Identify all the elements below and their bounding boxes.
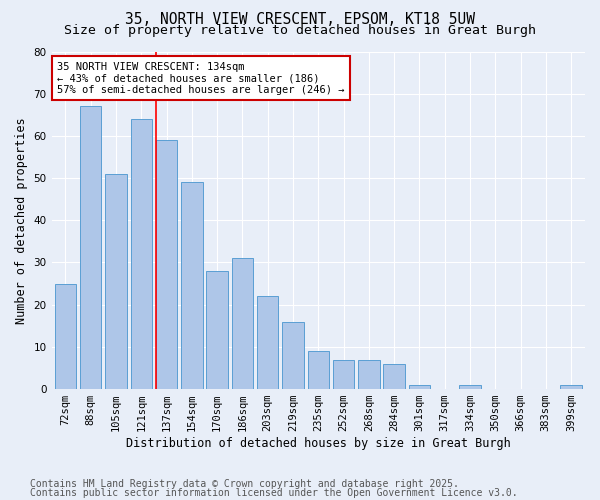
Text: Contains public sector information licensed under the Open Government Licence v3: Contains public sector information licen… — [30, 488, 518, 498]
Bar — [131, 119, 152, 389]
Bar — [206, 271, 228, 389]
Text: Contains HM Land Registry data © Crown copyright and database right 2025.: Contains HM Land Registry data © Crown c… — [30, 479, 459, 489]
Bar — [308, 351, 329, 389]
Bar — [181, 182, 203, 389]
Bar — [156, 140, 178, 389]
Bar — [257, 296, 278, 389]
Bar — [459, 385, 481, 389]
Bar — [358, 360, 380, 389]
Bar — [560, 385, 582, 389]
Bar — [55, 284, 76, 389]
Bar — [333, 360, 354, 389]
Bar — [80, 106, 101, 389]
Bar — [409, 385, 430, 389]
Bar — [232, 258, 253, 389]
Text: 35, NORTH VIEW CRESCENT, EPSOM, KT18 5UW: 35, NORTH VIEW CRESCENT, EPSOM, KT18 5UW — [125, 12, 475, 28]
Bar — [105, 174, 127, 389]
Y-axis label: Number of detached properties: Number of detached properties — [15, 117, 28, 324]
Bar — [282, 322, 304, 389]
Bar — [383, 364, 405, 389]
Text: 35 NORTH VIEW CRESCENT: 134sqm
← 43% of detached houses are smaller (186)
57% of: 35 NORTH VIEW CRESCENT: 134sqm ← 43% of … — [57, 62, 344, 95]
Text: Size of property relative to detached houses in Great Burgh: Size of property relative to detached ho… — [64, 24, 536, 37]
X-axis label: Distribution of detached houses by size in Great Burgh: Distribution of detached houses by size … — [126, 437, 511, 450]
